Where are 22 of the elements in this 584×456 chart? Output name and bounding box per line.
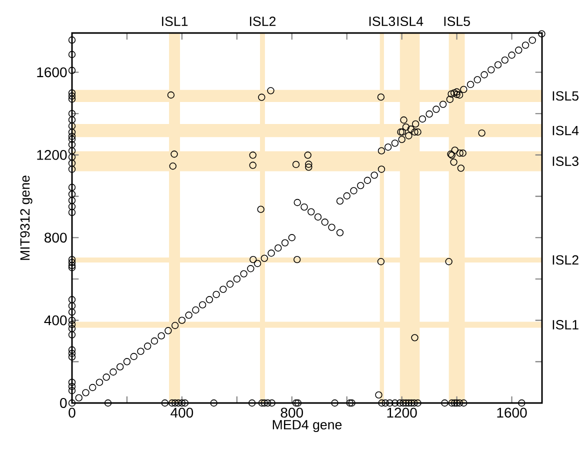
band-label: ISL1 bbox=[162, 16, 188, 26]
y-tick-label: 0 bbox=[60, 398, 67, 408]
band-label: ISL1 bbox=[552, 320, 578, 330]
band-label: ISL2 bbox=[552, 255, 578, 265]
x-tick-label: 400 bbox=[170, 408, 194, 418]
y-tick-label: 400 bbox=[44, 315, 67, 326]
y-axis-title: MIT9312 gene bbox=[20, 176, 32, 260]
x-tick-label: 800 bbox=[280, 408, 304, 418]
x-axis-title: MED4 gene bbox=[272, 420, 342, 432]
x-tick-label: 1200 bbox=[387, 408, 417, 418]
band-label: ISL4 bbox=[552, 126, 579, 136]
y-tick-label: 1600 bbox=[37, 67, 67, 78]
band-label: ISL3 bbox=[552, 156, 578, 166]
band-label: ISL4 bbox=[397, 16, 424, 26]
x-tick-label: 0 bbox=[68, 408, 76, 418]
band-label: ISL5 bbox=[552, 91, 578, 101]
band-label: ISL2 bbox=[250, 16, 276, 26]
x-tick-label: 1600 bbox=[497, 408, 527, 418]
band-label: ISL5 bbox=[444, 16, 470, 26]
y-tick-label: 800 bbox=[44, 232, 67, 243]
y-tick-label: 1200 bbox=[37, 150, 67, 160]
band-label: ISL3 bbox=[369, 16, 396, 26]
